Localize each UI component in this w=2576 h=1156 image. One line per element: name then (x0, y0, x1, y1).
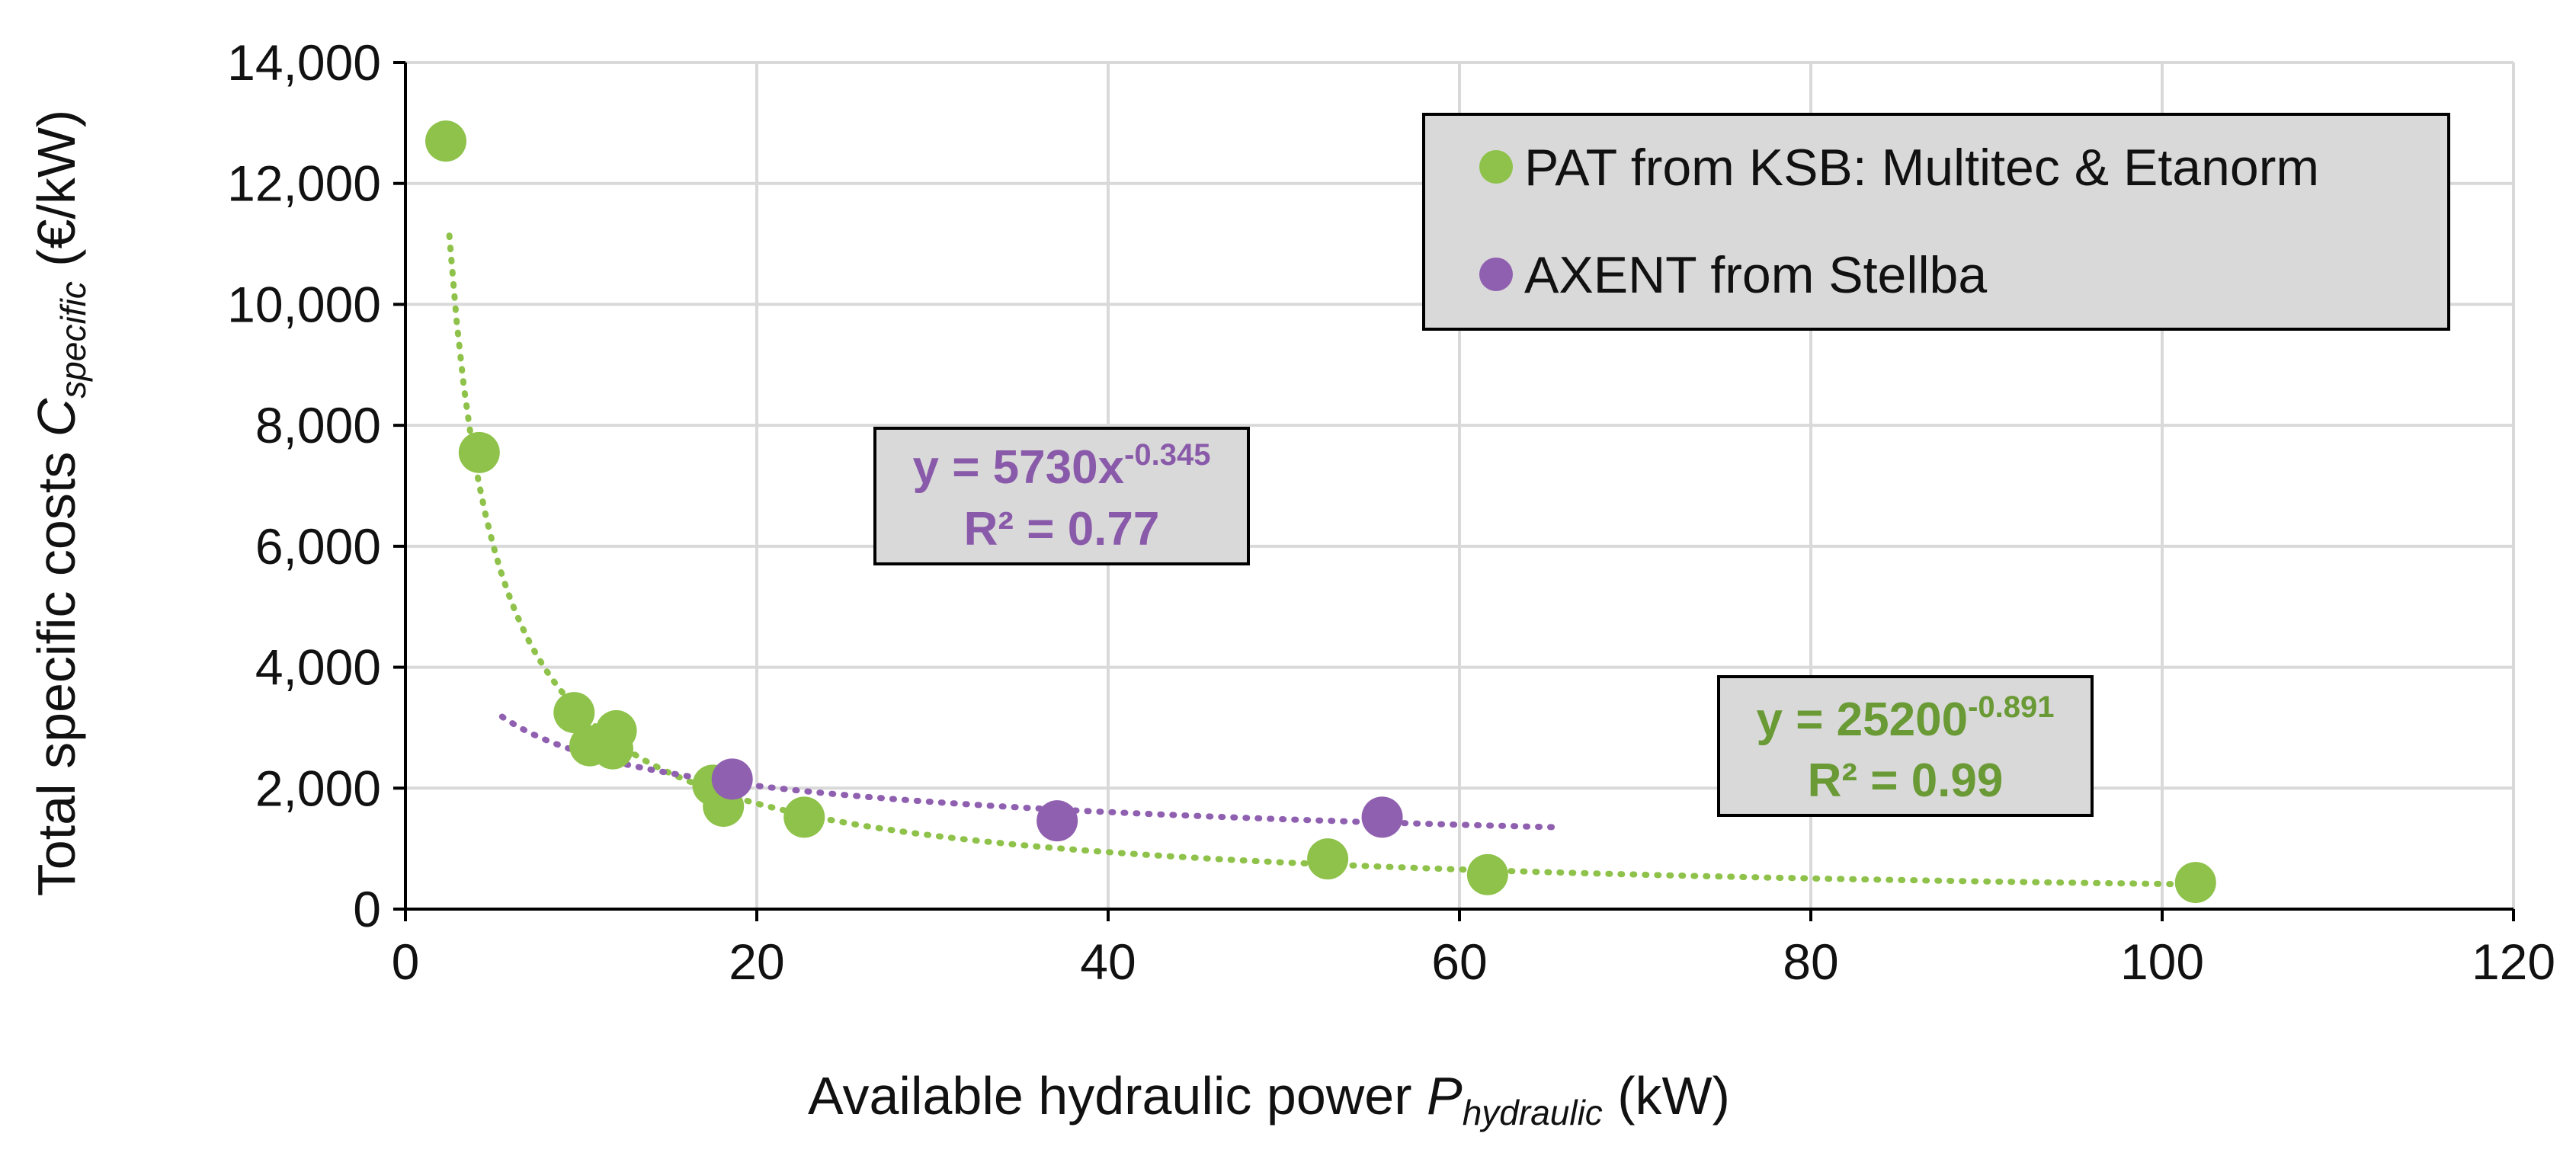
data-point-pat (458, 431, 500, 473)
equation-box-pat (1717, 675, 2094, 817)
y-tick-label: 14,000 (227, 34, 381, 91)
equation-box-axent (873, 427, 1250, 565)
data-point-pat (553, 692, 595, 734)
data-points (425, 120, 2216, 904)
x-axis-title: Available hydraulic power Phydraulic (kW… (808, 1066, 1730, 1132)
y-tick-label: 2,000 (255, 760, 381, 816)
legend-box (1422, 113, 2450, 331)
data-point-pat (425, 120, 467, 162)
y-axis-title: Total specific costs Cspecific (€/kW) (27, 110, 93, 896)
data-point-pat (1307, 838, 1349, 880)
r-squared-axent: R² = 0.77 (964, 503, 1160, 556)
x-tick-label: 80 (1783, 933, 1838, 990)
data-point-axent (1036, 800, 1078, 842)
trendline-equation-pat: y = 25200-0.891 R² = 0.99 (1717, 675, 2094, 817)
data-point-pat (783, 796, 825, 838)
r-squared-pat: R² = 0.99 (1808, 754, 2004, 807)
axes (393, 61, 2515, 921)
equation-text-pat: y = 25200-0.891 (1757, 690, 2055, 746)
equation-text-axent: y = 5730x-0.345 (913, 438, 1211, 494)
data-point-pat (2174, 862, 2216, 904)
x-tick-label: 40 (1080, 933, 1136, 990)
x-tick-label: 120 (2472, 933, 2555, 990)
y-tick-label: 12,000 (227, 155, 381, 212)
trendline-equation-axent: y = 5730x-0.345 R² = 0.77 (873, 427, 1250, 565)
legend: PAT from KSB: Multitec & Etanorm AXENT f… (1422, 113, 2450, 331)
x-tick-label: 0 (392, 933, 420, 990)
x-tick-label: 60 (1431, 933, 1487, 990)
y-tick-label: 4,000 (255, 639, 381, 696)
data-point-axent (1361, 796, 1403, 838)
data-point-pat (595, 709, 637, 751)
tick-labels: 0 20 40 60 80 100 120 0 2,000 4,000 6,000 8,000 10,0… (227, 34, 2555, 990)
legend-label-axent: AXENT from Stellba (1524, 246, 1987, 304)
y-tick-label: 8,000 (255, 397, 381, 453)
data-point-axent (711, 758, 753, 800)
x-tick-label: 100 (2120, 933, 2204, 990)
data-point-pat (1466, 853, 1508, 895)
legend-label-pat: PAT from KSB: Multitec & Etanorm (1524, 139, 2319, 197)
y-tick-label: 10,000 (227, 276, 381, 332)
legend-marker-axent (1479, 258, 1513, 291)
x-tick-label: 20 (729, 933, 784, 990)
legend-marker-pat (1479, 150, 1513, 184)
y-tick-label: 6,000 (255, 518, 381, 575)
y-tick-label: 0 (353, 881, 381, 937)
